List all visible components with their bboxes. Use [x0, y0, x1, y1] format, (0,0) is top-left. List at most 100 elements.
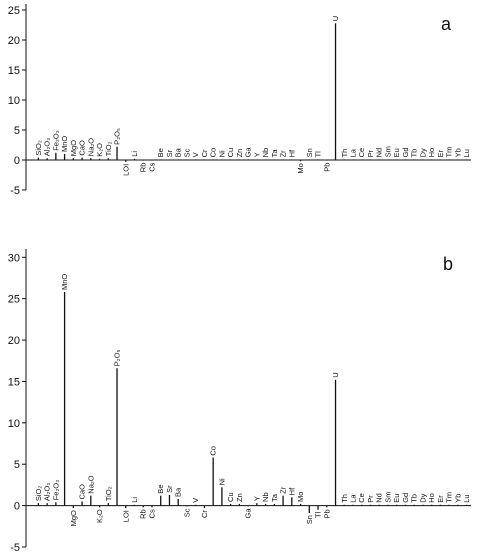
element-label-a: P₂O₅	[113, 128, 122, 145]
element-label-b: Fe₂O₃	[51, 480, 60, 501]
element-label-b: Cr	[200, 510, 209, 518]
y-tick-label-b: -5	[10, 542, 20, 554]
element-label-a: Hf	[287, 149, 296, 157]
element-label-a: MnO	[60, 136, 69, 152]
element-label-a: Tm	[445, 147, 454, 158]
element-label-b: Ce	[357, 493, 366, 503]
element-label-b: MnO	[60, 274, 69, 290]
y-tick-label-a: 10	[8, 95, 20, 107]
panel-label-b: b	[443, 254, 453, 274]
element-label-b: Sn	[305, 515, 314, 524]
element-label-a: K₂O	[95, 143, 104, 157]
element-label-b: Mo	[296, 492, 305, 502]
element-label-b: V	[191, 498, 200, 503]
y-tick-label-a: -5	[10, 185, 20, 197]
element-label-b: Sc	[182, 508, 191, 517]
element-label-a: TiO₂	[104, 141, 113, 156]
element-label-a: Pr	[366, 149, 375, 157]
element-label-a: V	[191, 152, 200, 157]
element-label-a: Sr	[165, 149, 174, 157]
element-label-a: Th	[340, 149, 349, 158]
element-label-a: Cs	[147, 162, 156, 171]
element-label-b: MgO	[69, 510, 78, 526]
element-label-b: Tb	[410, 494, 419, 503]
element-label-a: Eu	[392, 148, 401, 157]
element-label-b: Yb	[453, 494, 462, 503]
element-label-a: Sc	[182, 148, 191, 157]
element-label-b: Tl	[314, 511, 323, 518]
element-label-b: Pb	[322, 509, 331, 518]
y-tick-label-a: 15	[8, 65, 20, 77]
element-label-b: Rb	[139, 509, 148, 519]
element-label-b: Lu	[462, 494, 471, 502]
element-label-b: La	[349, 494, 358, 503]
element-label-a: Tl	[314, 151, 323, 158]
element-label-a: Tb	[410, 149, 419, 158]
element-label-b: Cu	[226, 492, 235, 502]
element-label-b: Eu	[392, 494, 401, 503]
element-label-b: Zr	[279, 486, 288, 494]
element-label-a: Dy	[418, 148, 427, 157]
element-label-b: Ho	[427, 493, 436, 503]
element-label-b: Ni	[217, 478, 226, 485]
element-label-a: Y	[252, 152, 261, 157]
y-tick-label-b: 0	[14, 501, 20, 513]
y-tick-label-b: 30	[8, 252, 20, 264]
element-label-b: Ga	[244, 508, 253, 519]
element-label-a: Ga	[244, 147, 253, 158]
panel-label-a: a	[441, 14, 452, 34]
element-label-a: Nb	[261, 148, 270, 158]
y-tick-label-a: 20	[8, 35, 20, 47]
y-tick-label-b: 10	[8, 418, 20, 430]
element-label-a: Zn	[235, 149, 244, 158]
element-label-b: CaO	[78, 484, 87, 500]
element-label-b: Er	[436, 495, 445, 503]
element-label-b: Sr	[165, 485, 174, 493]
y-tick-label-b: 5	[14, 459, 20, 471]
element-label-b: Sm	[383, 492, 392, 503]
element-label-a: Be	[156, 148, 165, 157]
y-tick-label-a: 5	[14, 125, 20, 137]
element-label-a: Ta	[270, 149, 279, 158]
element-label-b: Cs	[147, 509, 156, 518]
chart-panel-a: a -5 0 5 10 15 20 25 SiO₂ Al₂O₃ Fe₂O₃ MnO MgO CaO Na₂…	[8, 4, 471, 197]
element-label-a: Zr	[279, 150, 288, 158]
element-label-a: Nd	[375, 148, 384, 158]
element-label-b: Co	[209, 446, 218, 456]
element-label-a: Lu	[462, 149, 471, 157]
y-tick-label-a: 0	[14, 155, 20, 167]
element-label-a: Gd	[401, 147, 410, 157]
element-label-b: Nd	[375, 493, 384, 503]
element-label-b: SiO₂	[34, 486, 43, 502]
element-label-a: Li	[130, 151, 139, 157]
element-label-b: Al₂O₃	[43, 483, 52, 501]
element-label-a: MgO	[69, 140, 78, 156]
element-label-b: Ba	[174, 487, 183, 497]
element-label-a: Co	[209, 148, 218, 158]
y-tick-label-b: 25	[8, 294, 20, 306]
element-label-b: LOI	[121, 510, 130, 522]
element-label-a: Mo	[296, 163, 305, 173]
element-label-a: SiO₂	[34, 140, 43, 156]
element-label-a: Ho	[427, 148, 436, 158]
element-label-a: Ba	[174, 147, 183, 157]
element-label-a: Rb	[139, 163, 148, 173]
element-label-b: Tm	[445, 492, 454, 503]
element-label-b: P₂O₅	[113, 349, 122, 366]
element-label-b: U	[331, 372, 340, 377]
element-label-a: Er	[436, 149, 445, 157]
element-label-b: Y	[252, 496, 261, 501]
element-label-a: Al₂O₃	[43, 138, 52, 156]
element-label-a: Cr	[200, 149, 209, 157]
element-label-b: Th	[340, 494, 349, 503]
element-label-a: LOI	[121, 164, 130, 176]
element-label-a: CaO	[78, 140, 87, 156]
element-label-a: Sn	[305, 148, 314, 157]
element-label-b: Ta	[270, 493, 279, 502]
element-label-a: Pb	[322, 163, 331, 172]
element-label-b: Dy	[418, 493, 427, 502]
element-label-a: Yb	[453, 148, 462, 157]
element-label-b: Nb	[261, 492, 270, 502]
